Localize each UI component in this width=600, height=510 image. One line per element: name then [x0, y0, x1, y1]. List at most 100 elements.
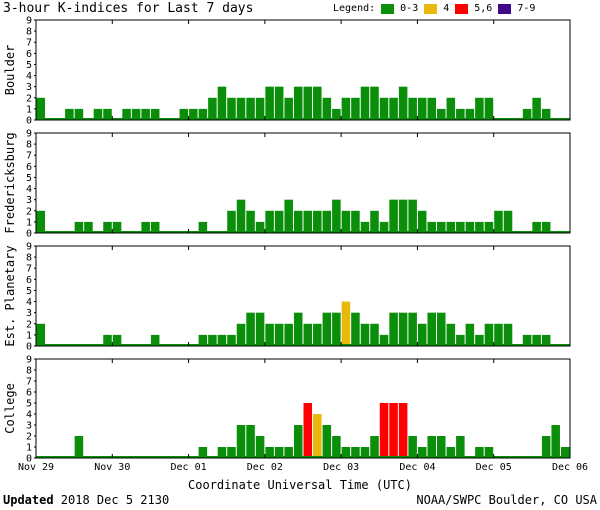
k-index-bar	[379, 97, 389, 120]
y-tick-label: 6	[26, 162, 32, 173]
y-tick-label: 8	[26, 253, 32, 264]
k-index-bar	[465, 221, 475, 233]
y-tick-label: 0	[26, 116, 32, 127]
k-index-bar	[313, 414, 322, 458]
k-index-bar	[141, 108, 150, 120]
k-index-bar	[332, 108, 341, 120]
k-index-bar	[427, 312, 436, 346]
k-index-bar	[408, 436, 417, 458]
k-index-bar	[274, 323, 284, 346]
k-index-bar	[198, 334, 208, 346]
k-index-bar	[408, 97, 417, 120]
y-tick-label: 6	[26, 275, 32, 286]
k-index-chart: 0123456789Boulder0123456789Fredericksbur…	[3, 16, 588, 474]
k-index-bar	[456, 108, 465, 120]
k-index-bar	[236, 323, 246, 346]
k-index-bar	[398, 312, 408, 346]
k-index-bar	[437, 312, 446, 346]
k-index-bar	[398, 403, 408, 458]
y-tick-label: 9	[26, 16, 32, 27]
x-tick-label: Nov 30	[94, 462, 130, 473]
k-index-bar	[560, 447, 570, 458]
y-tick-label: 1	[26, 330, 32, 341]
y-tick-label: 9	[26, 242, 32, 253]
k-index-bar	[246, 210, 255, 233]
legend-swatch-green	[381, 3, 395, 14]
k-index-bar	[284, 447, 293, 458]
legend-label: 5,6	[474, 3, 493, 14]
k-index-bar	[265, 86, 274, 120]
legend-label: 0-3	[400, 3, 419, 14]
panel-frame	[35, 358, 571, 459]
k-index-bar	[36, 210, 46, 233]
legend-item-7-9: 7-9	[498, 3, 535, 14]
k-index-bar	[112, 221, 122, 233]
station-label: Fredericksburg	[3, 132, 17, 233]
k-index-bar	[437, 108, 446, 120]
k-index-bar	[475, 221, 484, 233]
x-tick-label: Nov 29	[18, 462, 54, 473]
k-index-bar	[465, 108, 475, 120]
k-index-bar	[456, 221, 465, 233]
k-index-bar	[370, 210, 379, 233]
k-index-bar	[208, 97, 217, 120]
k-index-bar	[322, 425, 332, 458]
k-index-bar	[541, 436, 551, 458]
y-tick-label: 0	[26, 454, 32, 465]
y-tick-label: 8	[26, 366, 32, 377]
k-index-bar	[351, 97, 360, 120]
k-index-bar	[465, 323, 475, 346]
k-index-bar	[389, 312, 398, 346]
k-index-bar	[446, 221, 456, 233]
k-index-bar	[484, 447, 494, 458]
k-index-bar	[494, 323, 503, 346]
y-tick-label: 7	[26, 264, 32, 275]
k-index-bar	[532, 334, 541, 346]
k-index-bar	[398, 199, 408, 233]
k-index-bar	[322, 97, 332, 120]
legend-title: Legend:	[333, 3, 376, 14]
k-index-bar	[303, 403, 313, 458]
legend-swatch-red	[455, 3, 469, 14]
k-index-bar	[236, 199, 246, 233]
k-index-bar	[303, 86, 313, 120]
k-index-bar	[36, 323, 46, 346]
legend-item-5-6: 5,6	[455, 3, 492, 14]
x-tick-label: Dec 05	[476, 462, 512, 473]
y-tick-label: 3	[26, 421, 32, 432]
k-index-bar	[341, 97, 351, 120]
k-index-bar	[293, 210, 303, 233]
y-tick-label: 3	[26, 195, 32, 206]
k-index-bar	[265, 323, 274, 346]
k-index-bar	[313, 86, 322, 120]
k-index-bar	[112, 334, 122, 346]
y-tick-label: 3	[26, 82, 32, 93]
y-tick-label: 5	[26, 399, 32, 410]
k-index-bar	[246, 312, 255, 346]
y-tick-label: 7	[26, 377, 32, 388]
y-tick-label: 6	[26, 388, 32, 399]
k-index-bar	[103, 108, 112, 120]
k-index-bar	[198, 447, 208, 458]
k-index-bar	[208, 334, 217, 346]
k-index-bar	[494, 210, 503, 233]
k-index-bar	[417, 447, 427, 458]
k-index-bar	[484, 221, 494, 233]
k-index-bar	[36, 97, 46, 120]
y-tick-label: 2	[26, 319, 32, 330]
k-index-bar	[150, 108, 160, 120]
k-index-bar	[198, 108, 208, 120]
k-index-bar	[532, 221, 541, 233]
y-tick-label: 7	[26, 151, 32, 162]
credit-text: NOAA/SWPC Boulder, CO USA	[416, 493, 597, 507]
k-index-bar	[255, 97, 265, 120]
k-index-bar	[179, 108, 189, 120]
k-index-bar	[522, 108, 532, 120]
k-index-bar	[389, 97, 398, 120]
k-index-bar	[74, 108, 84, 120]
y-tick-label: 2	[26, 206, 32, 217]
k-index-bar	[293, 425, 303, 458]
k-index-bar	[427, 221, 436, 233]
k-index-bar	[398, 86, 408, 120]
k-index-bar	[332, 312, 341, 346]
